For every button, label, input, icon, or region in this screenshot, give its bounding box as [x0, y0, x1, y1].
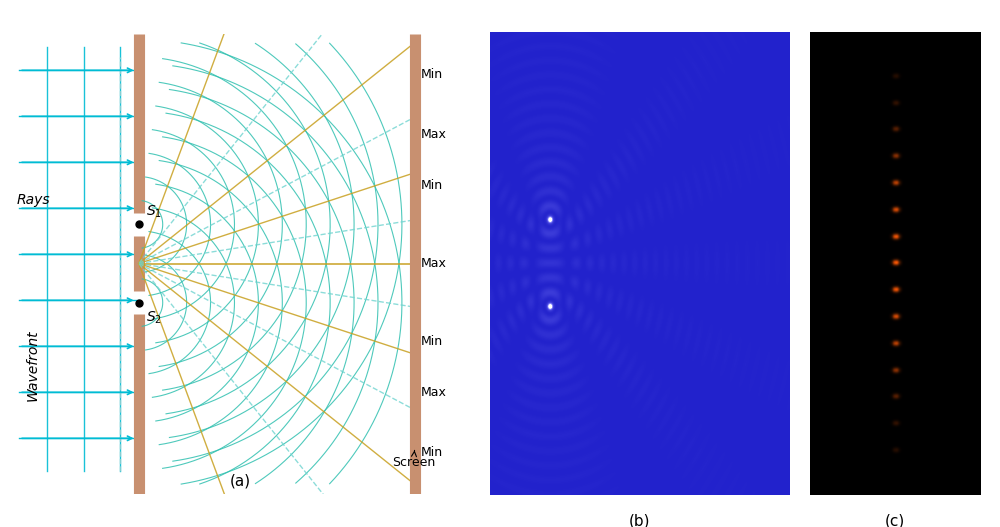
Text: $S_1$: $S_1$ [146, 203, 162, 220]
Text: (a): (a) [229, 474, 251, 489]
Text: Screen: Screen [392, 451, 435, 469]
Text: Min: Min [420, 446, 442, 458]
Text: Rays: Rays [16, 193, 50, 207]
Text: Min: Min [420, 179, 442, 192]
Text: $S_2$: $S_2$ [146, 309, 162, 326]
Text: Min: Min [420, 69, 442, 81]
Text: (c): (c) [885, 514, 905, 527]
Text: Min: Min [420, 335, 442, 348]
Text: Max: Max [420, 257, 446, 270]
Text: Wavefront: Wavefront [26, 329, 40, 401]
Text: Max: Max [420, 386, 446, 399]
Text: (b): (b) [629, 514, 651, 527]
Text: Max: Max [420, 128, 446, 141]
